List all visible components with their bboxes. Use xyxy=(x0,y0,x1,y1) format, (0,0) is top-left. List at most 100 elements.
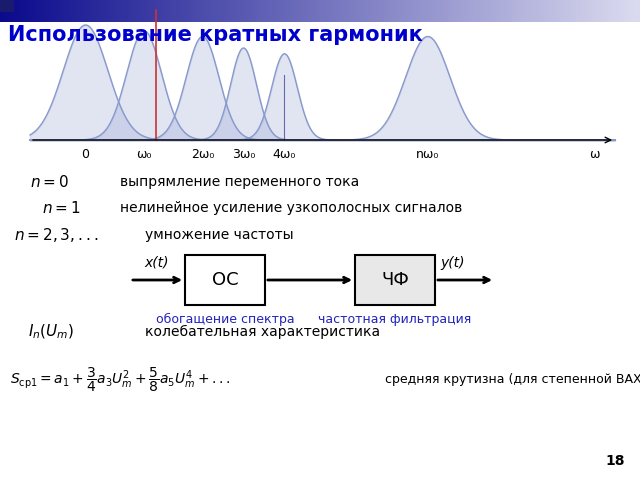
Bar xyxy=(525,0,529,22)
Bar xyxy=(253,0,257,22)
Bar xyxy=(0,0,14,12)
Bar xyxy=(346,0,350,22)
Bar xyxy=(182,0,187,22)
Bar xyxy=(368,0,372,22)
Bar xyxy=(483,0,488,22)
Bar xyxy=(298,0,302,22)
Bar xyxy=(227,0,232,22)
Text: 4ω₀: 4ω₀ xyxy=(273,148,296,161)
Bar xyxy=(611,0,616,22)
Bar xyxy=(131,0,136,22)
Text: средняя крутизна (для степенной ВАХ): средняя крутизна (для степенной ВАХ) xyxy=(385,373,640,386)
Bar xyxy=(634,0,638,22)
Bar xyxy=(170,0,174,22)
Text: x(t): x(t) xyxy=(145,256,169,270)
Text: 2ω₀: 2ω₀ xyxy=(191,148,214,161)
Bar xyxy=(410,0,414,22)
Text: 3ω₀: 3ω₀ xyxy=(232,148,255,161)
Bar xyxy=(234,0,238,22)
Bar xyxy=(371,0,376,22)
Bar xyxy=(301,0,305,22)
Bar xyxy=(538,0,542,22)
Bar xyxy=(365,0,369,22)
Bar xyxy=(144,0,148,22)
Bar xyxy=(195,0,200,22)
Bar xyxy=(336,0,340,22)
Bar xyxy=(102,0,107,22)
Bar xyxy=(42,0,46,22)
Bar xyxy=(602,0,606,22)
Bar xyxy=(592,0,596,22)
Bar xyxy=(70,0,75,22)
Bar xyxy=(112,0,116,22)
Bar xyxy=(275,0,280,22)
Text: $n=1$: $n=1$ xyxy=(42,200,81,216)
Bar xyxy=(160,0,164,22)
Bar xyxy=(637,0,640,22)
Bar xyxy=(349,0,353,22)
Bar xyxy=(474,0,478,22)
Bar xyxy=(576,0,580,22)
Bar xyxy=(294,0,299,22)
Text: умножение частоты: умножение частоты xyxy=(145,228,294,242)
Bar xyxy=(118,0,123,22)
Bar xyxy=(470,0,475,22)
Bar xyxy=(96,0,100,22)
Bar xyxy=(515,0,520,22)
Bar xyxy=(246,0,251,22)
Bar xyxy=(310,0,315,22)
Bar xyxy=(115,0,120,22)
Bar xyxy=(54,0,59,22)
Bar xyxy=(480,0,484,22)
Text: ОС: ОС xyxy=(212,271,238,289)
Bar xyxy=(259,0,264,22)
Bar xyxy=(509,0,513,22)
Text: ω₀: ω₀ xyxy=(136,148,152,161)
Bar xyxy=(352,0,356,22)
Bar xyxy=(221,0,225,22)
Bar xyxy=(432,0,436,22)
Bar xyxy=(3,0,8,22)
Bar xyxy=(173,0,177,22)
Bar xyxy=(0,0,4,22)
Bar xyxy=(317,0,321,22)
Text: $I_n(U_m)$: $I_n(U_m)$ xyxy=(28,323,74,341)
Bar xyxy=(198,0,203,22)
Bar xyxy=(122,0,126,22)
Bar xyxy=(381,0,385,22)
Bar xyxy=(595,0,600,22)
Bar xyxy=(269,0,273,22)
Bar xyxy=(19,0,24,22)
Bar xyxy=(147,0,152,22)
Bar xyxy=(74,0,78,22)
Bar xyxy=(51,0,56,22)
Bar xyxy=(493,0,497,22)
Bar xyxy=(582,0,587,22)
Bar xyxy=(333,0,337,22)
Bar xyxy=(314,0,318,22)
Bar xyxy=(237,0,241,22)
Bar xyxy=(618,0,622,22)
Bar xyxy=(282,0,286,22)
Text: ЧФ: ЧФ xyxy=(381,271,409,289)
Bar xyxy=(579,0,584,22)
Bar xyxy=(413,0,417,22)
Bar xyxy=(605,0,609,22)
Bar xyxy=(106,0,110,22)
Bar xyxy=(589,0,593,22)
Bar xyxy=(573,0,577,22)
Bar xyxy=(490,0,494,22)
Bar xyxy=(307,0,312,22)
Bar xyxy=(163,0,168,22)
Bar xyxy=(342,0,347,22)
Bar xyxy=(630,0,635,22)
Bar xyxy=(512,0,516,22)
Bar xyxy=(80,0,84,22)
Bar xyxy=(550,0,555,22)
Bar xyxy=(186,0,190,22)
Text: ω: ω xyxy=(589,148,600,161)
Bar xyxy=(566,0,571,22)
Bar xyxy=(138,0,142,22)
Bar xyxy=(218,0,222,22)
Bar xyxy=(403,0,408,22)
